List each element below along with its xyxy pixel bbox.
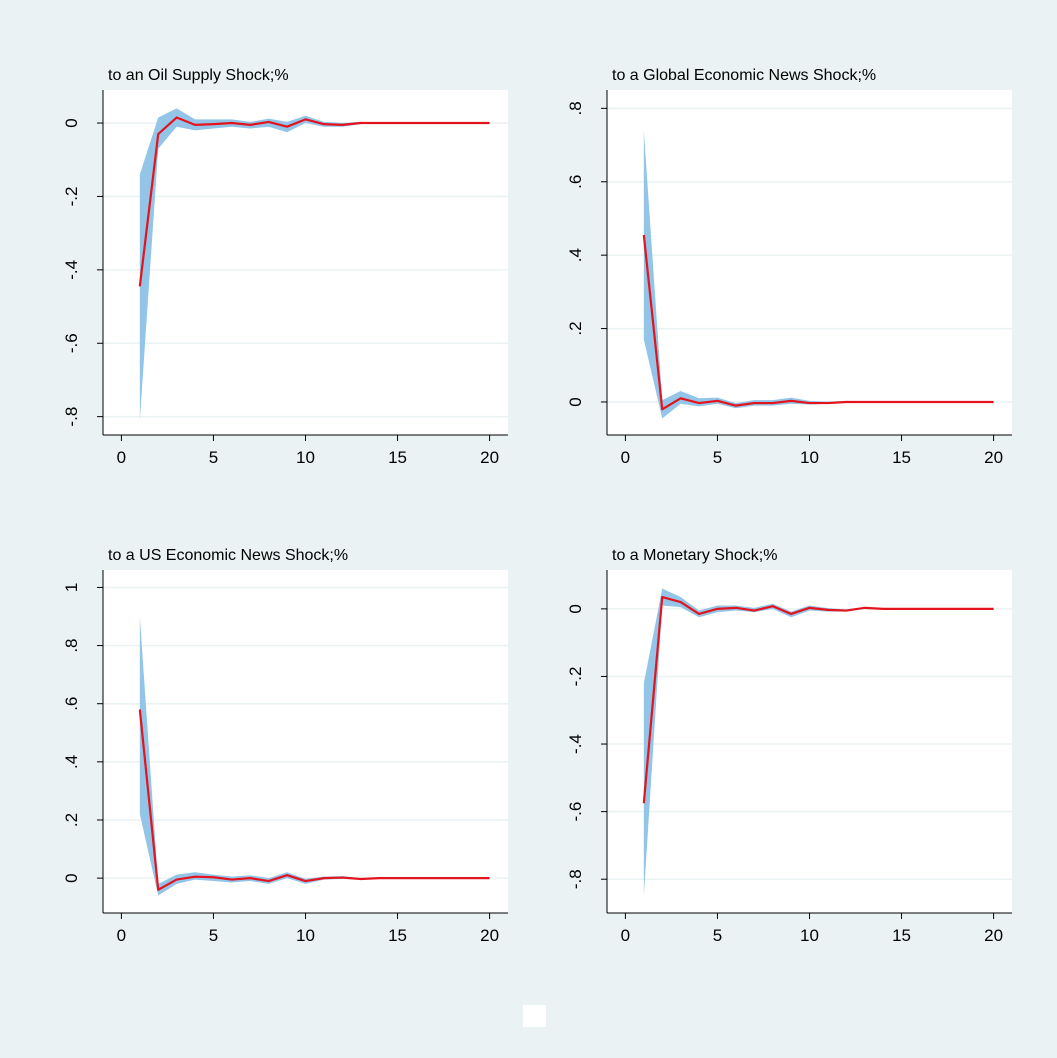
x-tick-label: 0: [621, 448, 630, 467]
x-tick-label: 15: [892, 448, 911, 467]
panel-title: to an Oil Supply Shock;%: [108, 67, 289, 84]
panel-title: to a Global Economic News Shock;%: [612, 67, 876, 84]
x-tick-label: 5: [209, 926, 218, 945]
x-tick-label: 0: [621, 926, 630, 945]
x-tick-label: 20: [480, 448, 499, 467]
y-tick-label: .8: [566, 101, 585, 115]
plot-area: [103, 90, 508, 435]
x-tick-label: 10: [800, 926, 819, 945]
x-tick-label: 5: [209, 448, 218, 467]
y-tick-label: .6: [62, 697, 81, 711]
plot-area: [607, 570, 1012, 913]
x-tick-label: 0: [117, 926, 126, 945]
x-tick-label: 0: [117, 448, 126, 467]
response-line: [138, 709, 490, 891]
y-tick-label: .8: [62, 638, 81, 652]
y-tick-label: .2: [566, 321, 585, 335]
y-tick-label: 0: [62, 118, 81, 127]
y-tick-label: 0: [566, 604, 585, 613]
y-tick-label: 0: [62, 873, 81, 882]
empty-legend: [523, 1005, 546, 1027]
response-line: [642, 595, 994, 804]
y-tick-label: 1: [62, 583, 81, 592]
y-tick-label: -.8: [566, 869, 585, 889]
x-tick-label: 10: [296, 926, 315, 945]
x-tick-label: 20: [984, 926, 1003, 945]
y-tick-label: -.6: [566, 802, 585, 822]
x-tick-label: 15: [388, 926, 407, 945]
y-tick-label: -.2: [566, 667, 585, 687]
x-tick-label: 10: [296, 448, 315, 467]
plot-area: [103, 570, 508, 913]
x-tick-label: 15: [892, 926, 911, 945]
x-tick-label: 20: [984, 448, 1003, 467]
y-tick-label: .4: [566, 248, 585, 262]
x-tick-label: 20: [480, 926, 499, 945]
panel-title: to a Monetary Shock;%: [612, 547, 777, 564]
y-tick-label: .6: [566, 175, 585, 189]
panel-title: to a US Economic News Shock;%: [108, 547, 348, 564]
y-tick-label: 0: [566, 397, 585, 406]
response-line: [642, 234, 994, 411]
y-tick-label: -.8: [62, 407, 81, 427]
x-tick-label: 5: [713, 448, 722, 467]
y-tick-label: .2: [62, 813, 81, 827]
response-line: [138, 116, 490, 287]
y-tick-label: .4: [62, 755, 81, 769]
x-tick-label: 15: [388, 448, 407, 467]
y-tick-label: -.6: [62, 333, 81, 353]
y-tick-label: -.4: [62, 260, 81, 280]
x-tick-label: 5: [713, 926, 722, 945]
plot-area: [607, 90, 1012, 435]
y-tick-label: -.4: [566, 734, 585, 754]
x-tick-label: 10: [800, 448, 819, 467]
y-tick-label: -.2: [62, 187, 81, 207]
